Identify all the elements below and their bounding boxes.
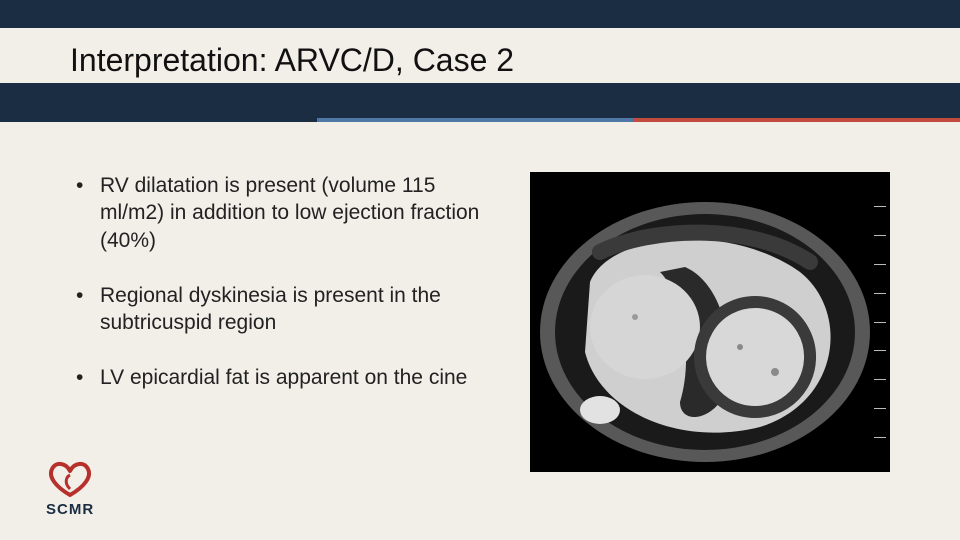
scan-scale-ruler bbox=[872, 206, 886, 438]
title-wrap: Interpretation: ARVC/D, Case 2 bbox=[0, 28, 960, 83]
bullet-item: RV dilatation is present (volume 115 ml/… bbox=[70, 172, 500, 254]
mri-scan-svg bbox=[530, 172, 890, 472]
scale-tick bbox=[874, 235, 886, 236]
scale-tick bbox=[874, 293, 886, 294]
scale-tick bbox=[874, 408, 886, 409]
scmr-logo: SCMR bbox=[46, 459, 94, 518]
mri-scan-image bbox=[530, 172, 890, 472]
scale-tick bbox=[874, 437, 886, 438]
bullet-list: RV dilatation is present (volume 115 ml/… bbox=[70, 172, 500, 472]
bullet-item: Regional dyskinesia is present in the su… bbox=[70, 282, 500, 337]
heart-logo-icon bbox=[46, 459, 94, 499]
scale-tick bbox=[874, 322, 886, 323]
scale-tick bbox=[874, 264, 886, 265]
content-row: RV dilatation is present (volume 115 ml/… bbox=[0, 122, 960, 472]
scale-tick bbox=[874, 379, 886, 380]
scale-tick bbox=[874, 206, 886, 207]
page-title: Interpretation: ARVC/D, Case 2 bbox=[0, 28, 960, 83]
header-band: Interpretation: ARVC/D, Case 2 bbox=[0, 0, 960, 118]
logo-text: SCMR bbox=[46, 501, 94, 518]
bullet-item: LV epicardial fat is apparent on the cin… bbox=[70, 364, 500, 391]
scale-tick bbox=[874, 350, 886, 351]
